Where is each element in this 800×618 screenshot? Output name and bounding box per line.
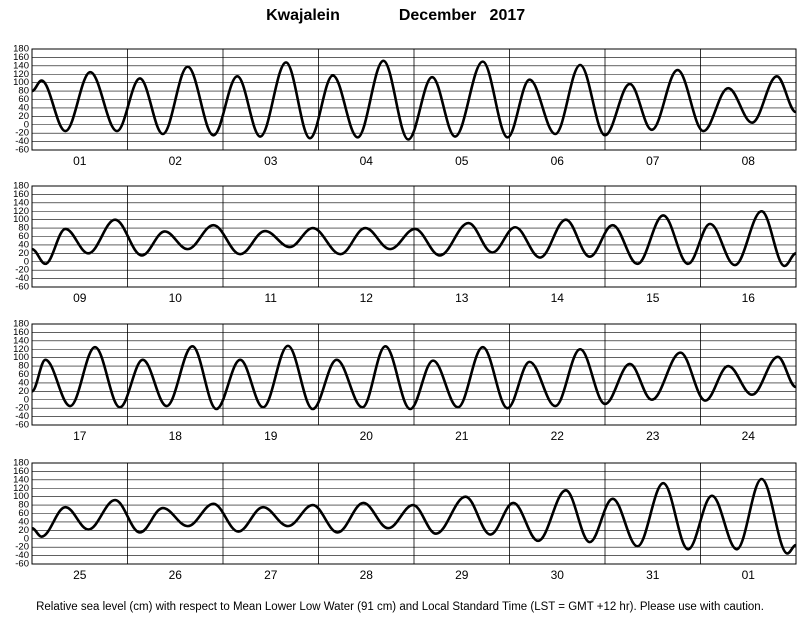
tide-line bbox=[31, 477, 797, 555]
y-tick-label: 180 bbox=[13, 44, 29, 55]
day-label: 16 bbox=[742, 291, 756, 305]
day-label: 09 bbox=[73, 291, 87, 305]
y-tick-label: 40 bbox=[18, 102, 29, 113]
y-tick-label: 80 bbox=[18, 361, 29, 372]
y-tick-label: 180 bbox=[13, 181, 29, 192]
y-tick-label: 160 bbox=[13, 327, 29, 338]
y-tick-label: 60 bbox=[18, 231, 29, 242]
plot-frame bbox=[31, 48, 797, 151]
day-label: 08 bbox=[742, 154, 756, 168]
day-label: 21 bbox=[455, 429, 469, 443]
y-tick-label: -20 bbox=[15, 403, 29, 414]
y-tick-label: -60 bbox=[15, 420, 29, 431]
day-label: 04 bbox=[360, 154, 374, 168]
day-label: 29 bbox=[455, 568, 469, 582]
day-label: 31 bbox=[646, 568, 660, 582]
location-title: Kwajalein bbox=[266, 7, 340, 24]
y-tick-label: -60 bbox=[15, 559, 29, 570]
day-label: 12 bbox=[360, 291, 374, 305]
y-tick-label: 140 bbox=[13, 60, 29, 71]
day-label: 06 bbox=[551, 154, 565, 168]
y-tick-label: 120 bbox=[13, 206, 29, 217]
y-tick-label: 0 bbox=[24, 119, 29, 130]
y-tick-label: -60 bbox=[15, 145, 29, 156]
day-label: 17 bbox=[73, 429, 87, 443]
y-tick-label: 80 bbox=[18, 223, 29, 234]
day-label: 27 bbox=[264, 568, 278, 582]
y-tick-label: 20 bbox=[18, 248, 29, 259]
y-tick-label: -40 bbox=[15, 550, 29, 561]
day-label: 03 bbox=[264, 154, 278, 168]
day-label: 24 bbox=[742, 429, 756, 443]
day-label: 26 bbox=[169, 568, 183, 582]
day-label: 23 bbox=[646, 429, 660, 443]
y-tick-label: 140 bbox=[13, 197, 29, 208]
day-label: 13 bbox=[455, 291, 469, 305]
y-tick-label: -20 bbox=[15, 542, 29, 553]
plot-frame bbox=[31, 185, 797, 288]
y-tick-label: 160 bbox=[13, 466, 29, 477]
day-label: 01 bbox=[742, 568, 756, 582]
y-tick-label: 40 bbox=[18, 239, 29, 250]
y-tick-label: 160 bbox=[13, 52, 29, 63]
y-tick-label: 20 bbox=[18, 386, 29, 397]
day-label: 18 bbox=[169, 429, 183, 443]
footnote: Relative sea level (cm) with respect to … bbox=[36, 601, 764, 613]
y-tick-label: -20 bbox=[15, 265, 29, 276]
plot-frame bbox=[31, 323, 797, 426]
y-tick-label: 140 bbox=[13, 474, 29, 485]
tide-line bbox=[31, 59, 797, 141]
y-tick-label: -60 bbox=[15, 282, 29, 293]
y-tick-label: 20 bbox=[18, 525, 29, 536]
y-tick-label: -20 bbox=[15, 128, 29, 139]
tide-line bbox=[30, 344, 797, 411]
y-tick-label: 20 bbox=[18, 111, 29, 122]
day-label: 11 bbox=[265, 291, 278, 305]
y-tick-label: 40 bbox=[18, 377, 29, 388]
y-tick-label: 120 bbox=[13, 69, 29, 80]
day-label: 02 bbox=[169, 154, 183, 168]
date-title: December 2017 bbox=[399, 7, 525, 24]
day-label: 28 bbox=[360, 568, 374, 582]
y-tick-label: 140 bbox=[13, 335, 29, 346]
y-tick-label: 60 bbox=[18, 369, 29, 380]
y-tick-label: 120 bbox=[13, 344, 29, 355]
day-label: 14 bbox=[551, 291, 565, 305]
y-tick-label: 0 bbox=[24, 394, 29, 405]
y-tick-label: 80 bbox=[18, 86, 29, 97]
plot-frame bbox=[31, 462, 797, 565]
y-tick-label: -40 bbox=[15, 411, 29, 422]
y-tick-label: 160 bbox=[13, 189, 29, 200]
day-label: 15 bbox=[646, 291, 660, 305]
y-tick-label: 80 bbox=[18, 500, 29, 511]
day-label: 19 bbox=[264, 429, 278, 443]
y-tick-label: 40 bbox=[18, 516, 29, 527]
y-tick-label: 100 bbox=[13, 214, 29, 225]
day-label: 30 bbox=[551, 568, 565, 582]
day-label: 10 bbox=[169, 291, 183, 305]
day-label: 20 bbox=[360, 429, 374, 443]
y-tick-label: -40 bbox=[15, 136, 29, 147]
y-tick-label: 100 bbox=[13, 77, 29, 88]
y-tick-label: 0 bbox=[24, 533, 29, 544]
day-label: 05 bbox=[455, 154, 469, 168]
y-tick-label: 100 bbox=[13, 491, 29, 502]
y-tick-label: 60 bbox=[18, 94, 29, 105]
day-label: 25 bbox=[73, 568, 87, 582]
y-tick-label: -40 bbox=[15, 273, 29, 284]
day-label: 07 bbox=[646, 154, 660, 168]
y-tick-label: 60 bbox=[18, 508, 29, 519]
tide-line bbox=[31, 209, 797, 268]
y-tick-label: 0 bbox=[24, 256, 29, 267]
y-tick-label: 180 bbox=[13, 319, 29, 330]
y-tick-label: 180 bbox=[13, 458, 29, 469]
y-tick-label: 120 bbox=[13, 483, 29, 494]
day-label: 22 bbox=[551, 429, 565, 443]
day-label: 01 bbox=[73, 154, 87, 168]
y-tick-label: 100 bbox=[13, 352, 29, 363]
